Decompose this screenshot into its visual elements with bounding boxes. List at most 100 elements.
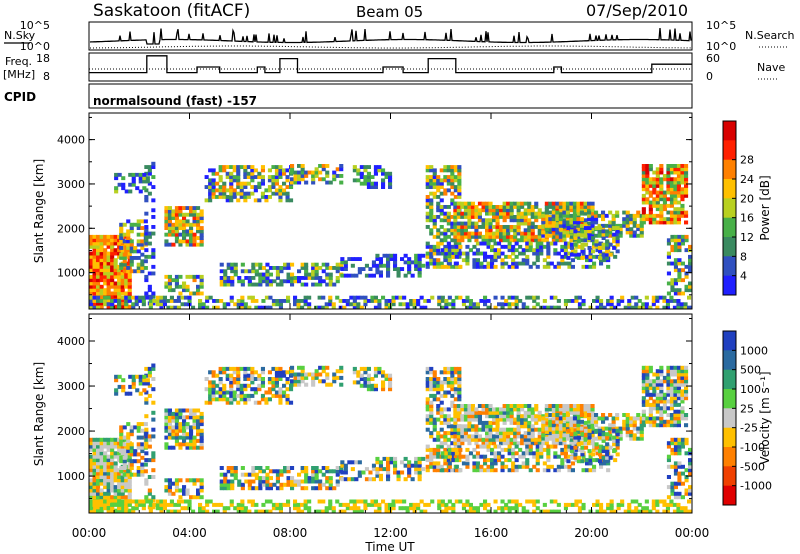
velocity-cell (147, 488, 152, 493)
power-cell (124, 248, 129, 253)
power-cell (580, 242, 585, 247)
power-cell (549, 261, 554, 266)
velocity-cell (110, 444, 115, 449)
velocity-cell (103, 491, 108, 496)
power-cell (314, 262, 319, 267)
velocity-cell (151, 451, 156, 456)
power-cell (373, 165, 378, 169)
power-cell (250, 178, 255, 183)
power-cell (444, 248, 449, 253)
velocity-cell (608, 429, 613, 434)
power-cell (651, 302, 656, 307)
velocity-cell (117, 478, 122, 483)
power-cell (527, 225, 532, 229)
velocity-cell (453, 437, 458, 442)
velocity-cell (304, 469, 309, 474)
power-cell (432, 261, 437, 266)
power-cell (544, 218, 549, 223)
power-cell (359, 305, 364, 309)
power-cell (565, 230, 570, 235)
power-cell (129, 226, 134, 230)
velocity-cell (127, 508, 132, 513)
velocity-cell (479, 454, 484, 459)
power-cell (429, 181, 434, 186)
power-cell (549, 295, 554, 300)
power-cell (475, 302, 480, 307)
velocity-cell (535, 444, 540, 449)
power-cell (662, 177, 667, 182)
velocity-cell (666, 389, 671, 394)
power-cell (525, 241, 530, 246)
power-cell (569, 227, 574, 232)
velocity-cell (511, 461, 516, 466)
power-cell (96, 291, 101, 296)
power-cell (92, 258, 97, 263)
power-cell (562, 223, 567, 228)
power-cell (570, 264, 575, 269)
power-cell (549, 305, 554, 309)
velocity-cell (652, 399, 657, 404)
power-cell (472, 251, 477, 256)
power-cell (551, 201, 556, 206)
power-cell (453, 208, 458, 213)
velocity-cell (222, 397, 227, 402)
velocity-cell (655, 416, 660, 421)
power-cell (356, 178, 361, 183)
velocity-cell (388, 383, 393, 388)
power-cell (507, 248, 512, 253)
velocity-cell (666, 372, 671, 377)
power-cell (636, 227, 641, 232)
velocity-cell (211, 370, 216, 375)
velocity-cell (684, 365, 689, 370)
power-cell (463, 201, 468, 206)
velocity-cell (208, 387, 213, 392)
power-cell (541, 220, 546, 225)
velocity-cell (684, 451, 689, 456)
velocity-cell (92, 444, 97, 449)
power-cell (669, 213, 674, 218)
velocity-cell (457, 397, 462, 402)
power-cell (176, 305, 181, 309)
power-cell (439, 238, 444, 243)
power-cell (453, 168, 458, 173)
velocity-cell (509, 420, 514, 425)
power-cell (645, 174, 650, 178)
power-cell (124, 274, 129, 279)
velocity-cell (135, 374, 140, 379)
velocity-cell (499, 431, 504, 436)
power-cell (421, 263, 426, 268)
power-cell (525, 258, 530, 263)
power-cell (608, 242, 613, 247)
power-cell (436, 261, 441, 266)
velocity-cell (278, 377, 283, 381)
power-cell (688, 288, 692, 293)
velocity-cell (523, 404, 528, 408)
velocity-cell (151, 400, 156, 405)
velocity-cell (673, 419, 678, 424)
power-cell (443, 175, 448, 179)
velocity-cell (535, 451, 540, 456)
power-cell (447, 248, 452, 253)
velocity-cell (680, 365, 685, 370)
velocity-cell (450, 431, 455, 436)
velocity-cell (388, 380, 393, 385)
velocity-cell (530, 437, 535, 442)
power-cell (419, 295, 424, 300)
power-cell (127, 284, 132, 289)
velocity-cell (347, 477, 352, 482)
power-cell (261, 266, 266, 270)
power-cell (314, 170, 319, 175)
velocity-cell (537, 437, 542, 442)
power-cell (474, 211, 479, 216)
velocity-cell (223, 482, 228, 487)
velocity-cell (251, 469, 256, 474)
power-cell (92, 264, 97, 269)
power-cell (282, 181, 287, 186)
power-cell (688, 284, 692, 289)
velocity-cell (641, 396, 646, 401)
power-cell (189, 291, 194, 296)
power-cell (465, 254, 470, 259)
velocity-cell (282, 390, 287, 395)
power-cell (641, 170, 646, 175)
power-cell (601, 242, 606, 247)
